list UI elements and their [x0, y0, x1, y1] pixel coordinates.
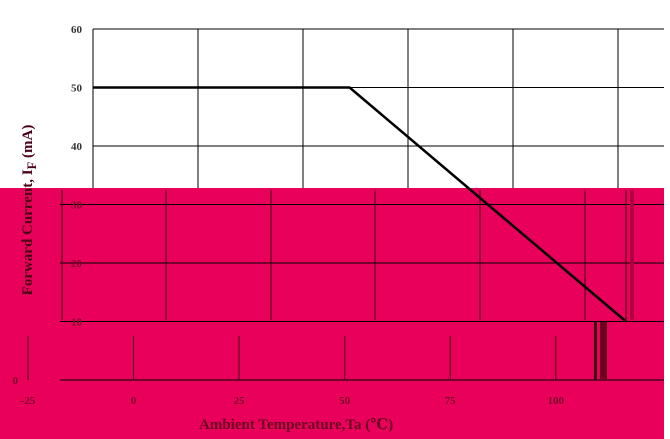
x-tick-label: 100 [548, 395, 565, 407]
x-axis-title: Ambient Temperature,Ta (℃) [199, 417, 394, 433]
y-tick-label: 10 [71, 317, 83, 329]
overlay-band [0, 188, 664, 439]
y-tick-label: 40 [71, 141, 83, 153]
y-axis-label-subscript: F [25, 161, 39, 170]
y-tick-label: 20 [71, 258, 83, 270]
overlay-artifact [600, 322, 607, 380]
series-layer [93, 86, 634, 380]
y-tick-label: 60 [71, 24, 83, 36]
x-tick-label: 50 [339, 395, 351, 407]
gridlines [27, 28, 664, 381]
y-tick-label: 0 [13, 375, 19, 387]
y-axis-title: Forward Current, IF (mA) [20, 125, 40, 296]
x-tick-label: 75 [445, 395, 457, 407]
x-tick-label: 25 [234, 395, 246, 407]
y-tick-label: 30 [71, 200, 83, 212]
y-tick-label: 50 [71, 83, 83, 95]
overlay-artifact [630, 190, 634, 320]
x-tick-labels: -25 0 25 50 75 100 [21, 395, 565, 407]
overlay-artifact [594, 322, 597, 380]
y-axis-label-text: Forward Current, I [20, 169, 36, 296]
x-tick-label: -25 [21, 395, 36, 407]
series-line [93, 86, 627, 323]
x-tick-label: 0 [131, 395, 137, 407]
y-tick-labels: 0 10 20 30 40 50 60 [13, 24, 83, 387]
y-axis-label-unit: (mA) [20, 124, 36, 162]
